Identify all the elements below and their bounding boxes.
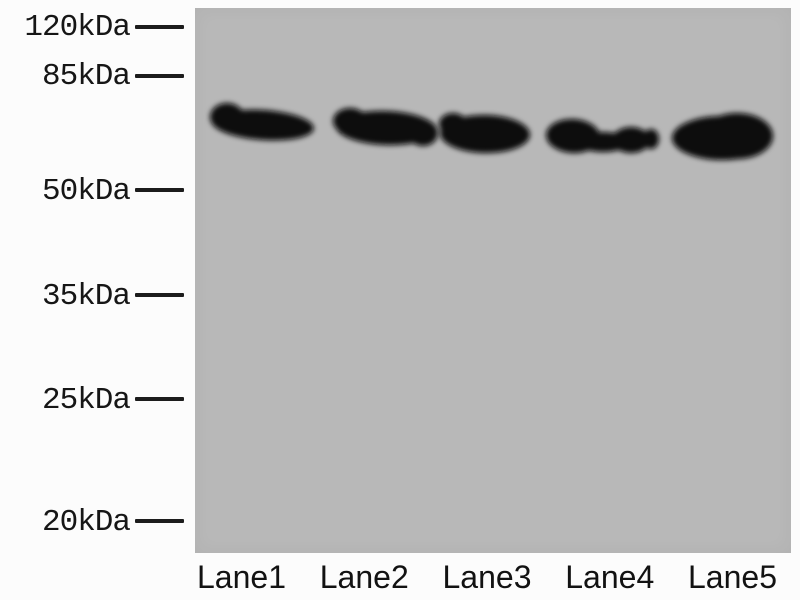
band-lane3 <box>439 113 530 154</box>
band-lane1 <box>210 103 314 141</box>
blot-membrane <box>195 8 791 553</box>
protein-bands <box>210 103 773 160</box>
mw-marker-label: 20kDa <box>41 505 131 540</box>
band-lane4 <box>546 118 659 154</box>
lane-label-1: Lane1 <box>197 559 286 595</box>
mw-marker-tick <box>135 519 184 523</box>
band-lane5 <box>672 113 773 160</box>
mw-marker-label: 25kDa <box>41 383 131 418</box>
lane-label-3: Lane3 <box>442 559 532 595</box>
lane-label-5: Lane5 <box>688 559 777 595</box>
lane-label-4: Lane4 <box>565 559 655 595</box>
band-lane2 <box>333 108 438 146</box>
mw-marker-tick <box>135 74 184 78</box>
mw-marker-tick <box>135 25 184 29</box>
mw-marker-tick <box>135 397 184 401</box>
mw-marker-label: 120kDa <box>24 10 131 45</box>
lane-label-2: Lane2 <box>319 559 409 595</box>
mw-marker-label: 50kDa <box>41 174 131 209</box>
lane-label-row: Lane1 Lane2 Lane3 Lane4 Lane5 <box>197 558 777 596</box>
mw-marker-tick <box>135 188 184 192</box>
mw-marker-tick <box>135 293 184 297</box>
mw-marker-label: 85kDa <box>41 59 131 94</box>
mw-marker-label: 35kDa <box>41 279 131 314</box>
